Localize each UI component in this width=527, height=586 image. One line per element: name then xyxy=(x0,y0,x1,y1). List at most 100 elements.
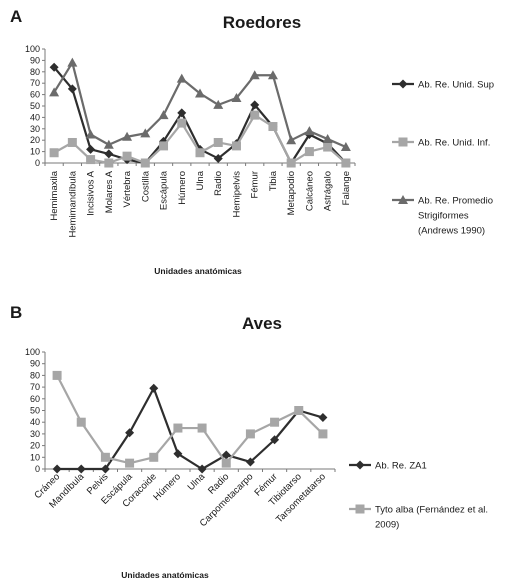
data-point xyxy=(304,126,315,136)
x-tick-label: Hemimaxila xyxy=(49,170,60,220)
data-point xyxy=(173,449,183,459)
data-point xyxy=(221,450,231,460)
y-tick-label: 70 xyxy=(30,78,40,88)
x-tick-label: Húmero xyxy=(177,171,188,205)
x-tick-label: Ulna xyxy=(195,170,206,190)
data-point xyxy=(318,429,328,439)
y-tick-label: 90 xyxy=(30,55,40,65)
data-point xyxy=(104,149,114,159)
x-tick-label: Escápula xyxy=(159,170,170,210)
data-point xyxy=(125,458,135,468)
legend-label: Tyto alba (Fernández et al. 2009) xyxy=(375,505,488,531)
data-point xyxy=(250,100,260,110)
legend-label: Ab. Re. Unid. Inf. xyxy=(418,138,490,149)
y-tick-label: 100 xyxy=(25,44,40,54)
y-tick-label: 80 xyxy=(30,67,40,77)
data-point xyxy=(67,57,78,67)
y-tick-label: 60 xyxy=(30,394,40,404)
data-point xyxy=(149,383,159,393)
y-tick-label: 60 xyxy=(30,90,40,100)
data-point xyxy=(173,423,183,433)
legend-label-line: Strigiformes xyxy=(418,211,469,222)
legend-label: Ab. Re. Promedio Strigiformes (Andrews 199… xyxy=(418,196,493,237)
data-point xyxy=(177,118,187,128)
data-point xyxy=(286,158,296,168)
series-1 xyxy=(52,383,328,474)
y-tick-label: 80 xyxy=(30,370,40,380)
data-point xyxy=(294,406,304,415)
data-point xyxy=(250,110,260,120)
data-point xyxy=(231,141,241,151)
x-tick-label: Hemipelvis xyxy=(231,171,242,218)
y-tick-label: 20 xyxy=(30,135,40,145)
data-point xyxy=(341,158,351,168)
x-tick-label: Calcáneo xyxy=(304,171,315,211)
data-point xyxy=(100,464,110,474)
data-point xyxy=(86,144,96,154)
legend-label-line: (Andrews 1990) xyxy=(418,226,485,237)
y-tick-label: 40 xyxy=(30,112,40,122)
data-point xyxy=(268,122,278,132)
data-point xyxy=(140,158,150,168)
data-point xyxy=(318,413,328,423)
y-tick-label: 100 xyxy=(25,347,40,357)
data-point xyxy=(149,452,159,462)
x-tick-label: Fémur xyxy=(250,171,261,198)
legend-label-line: 2009) xyxy=(375,520,399,531)
data-point xyxy=(122,151,132,161)
y-tick-label: 40 xyxy=(30,417,40,427)
data-point xyxy=(340,142,351,152)
data-point xyxy=(140,128,151,138)
data-point xyxy=(245,457,255,467)
x-tick-label: Tibia xyxy=(268,170,279,191)
x-tick-label: Vértebra xyxy=(122,170,133,207)
data-point xyxy=(52,464,62,474)
chart-title: Roedores xyxy=(223,13,301,32)
data-point xyxy=(104,158,114,168)
data-point xyxy=(122,131,133,141)
data-point xyxy=(195,88,205,98)
data-point xyxy=(103,139,114,149)
data-point xyxy=(213,153,223,163)
y-tick-label: 30 xyxy=(30,429,40,439)
data-point xyxy=(100,452,110,462)
y-tick-label: 70 xyxy=(30,382,40,392)
legend-label: Ab. Re. Unid. Sup xyxy=(418,80,494,91)
data-point xyxy=(195,148,205,158)
data-point xyxy=(125,428,135,438)
data-point xyxy=(270,435,280,445)
data-point xyxy=(197,464,207,474)
legend-marker xyxy=(355,504,365,514)
data-point xyxy=(231,93,242,103)
panel-letter: B xyxy=(10,303,22,322)
data-point xyxy=(213,137,223,147)
x-tick-label: Incisivos A xyxy=(86,170,97,216)
y-tick-label: 50 xyxy=(30,101,40,111)
data-point xyxy=(176,73,187,83)
data-point xyxy=(76,464,86,474)
x-tick-label: Falange xyxy=(341,171,352,205)
panel-letter: A xyxy=(10,7,22,26)
data-point xyxy=(159,141,169,151)
data-point xyxy=(245,429,255,439)
legend-marker xyxy=(398,195,408,204)
data-point xyxy=(270,417,280,427)
legend-marker xyxy=(355,460,365,470)
data-point xyxy=(49,87,60,97)
x-tick-label: Hemimandíbula xyxy=(67,170,78,237)
data-point xyxy=(67,84,77,94)
legend-symbol xyxy=(392,195,414,204)
data-point xyxy=(177,108,187,118)
data-point xyxy=(249,70,260,80)
data-point xyxy=(286,135,297,145)
data-point xyxy=(49,62,59,72)
y-tick-label: 10 xyxy=(30,147,40,157)
data-point xyxy=(213,99,224,109)
legend-label: Ab. Re. ZA1 xyxy=(375,461,427,472)
data-point xyxy=(267,70,278,80)
series-3 xyxy=(49,57,351,152)
legend-symbol xyxy=(392,79,414,89)
data-point xyxy=(158,110,169,120)
x-tick-label: Astrágalo xyxy=(323,171,334,211)
